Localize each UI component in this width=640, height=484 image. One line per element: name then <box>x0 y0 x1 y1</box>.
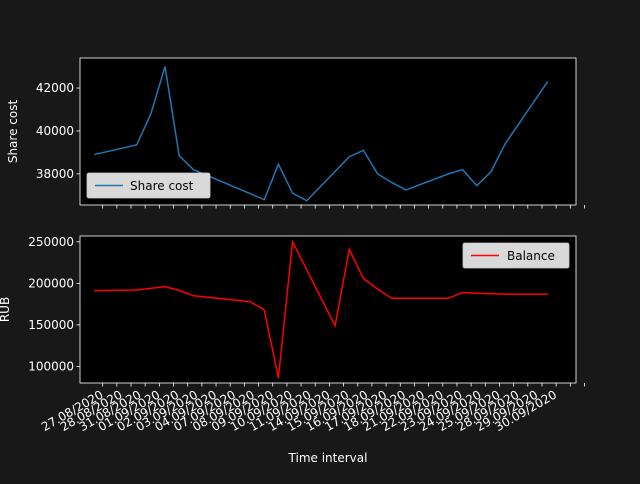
y-tick-label: 150000 <box>28 318 74 332</box>
share-cost-y-ticks: 38000 40000 42000 <box>36 81 80 181</box>
y-tick-label: 100000 <box>28 359 74 373</box>
balance-legend-box <box>462 242 570 269</box>
x-tick-labels: 27.08/202028.08/202031.08/202001.09/2020… <box>39 387 559 434</box>
y-tick-label: 38000 <box>36 167 74 181</box>
y-tick-label: 40000 <box>36 124 74 138</box>
balance-x-ticks <box>102 383 585 387</box>
x-axis-label: Time interval <box>288 451 368 465</box>
y-tick-label: 250000 <box>28 235 74 249</box>
share-cost-x-ticks <box>102 205 585 209</box>
balance-series-line <box>94 239 548 379</box>
y-tick-label: 42000 <box>36 81 74 95</box>
balance-legend: Balance <box>462 242 570 269</box>
share-cost-legend-box <box>86 172 211 199</box>
balance-panel: 100000 150000 200000 250000 RUB Time interv… <box>0 235 585 465</box>
y-tick-label: 200000 <box>28 276 74 290</box>
share-cost-legend-label: Share cost <box>130 179 194 193</box>
balance-y-ticks: 100000 150000 200000 250000 <box>28 235 80 373</box>
balance-y-axis-label: RUB <box>0 297 12 322</box>
share-cost-panel: 38000 40000 42000 Share cost Share cost <box>6 57 585 209</box>
share-cost-legend: Share cost <box>86 172 211 199</box>
share-cost-series-line <box>94 66 549 202</box>
share-cost-y-axis-label: Share cost <box>6 100 20 164</box>
balance-legend-label: Balance <box>507 249 555 263</box>
